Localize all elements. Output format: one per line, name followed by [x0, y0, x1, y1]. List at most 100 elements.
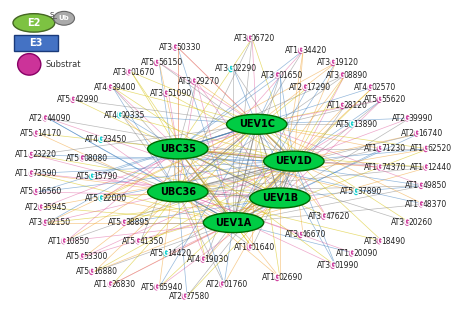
Ellipse shape — [71, 96, 75, 103]
Text: G: G — [153, 283, 160, 292]
Ellipse shape — [154, 284, 159, 290]
Text: 49850: 49850 — [423, 181, 447, 190]
Text: 22000: 22000 — [102, 193, 127, 202]
Text: 39990: 39990 — [409, 114, 433, 123]
Text: G: G — [339, 101, 345, 110]
Text: UEV1A: UEV1A — [215, 218, 252, 228]
Text: Substrat: Substrat — [45, 60, 81, 69]
Ellipse shape — [80, 155, 85, 162]
Text: 08890: 08890 — [344, 71, 368, 80]
Text: G: G — [274, 71, 280, 80]
Ellipse shape — [377, 238, 382, 244]
Ellipse shape — [33, 188, 38, 195]
Text: AT5: AT5 — [340, 187, 354, 196]
Text: G: G — [218, 280, 225, 289]
Ellipse shape — [349, 250, 354, 257]
Ellipse shape — [148, 182, 208, 202]
Text: 71230: 71230 — [381, 144, 405, 153]
Text: AT2: AT2 — [206, 280, 220, 289]
Text: 42990: 42990 — [75, 95, 99, 104]
Text: 23450: 23450 — [102, 135, 127, 144]
Ellipse shape — [377, 164, 382, 171]
Text: G: G — [339, 71, 345, 80]
Text: 38895: 38895 — [126, 218, 150, 227]
Text: AT1: AT1 — [405, 200, 419, 209]
Text: 51090: 51090 — [167, 89, 191, 98]
Ellipse shape — [107, 84, 113, 91]
Ellipse shape — [226, 114, 287, 134]
Text: AT4: AT4 — [104, 111, 118, 120]
Text: G: G — [302, 83, 308, 92]
Ellipse shape — [219, 281, 224, 287]
Text: AT3: AT3 — [29, 218, 43, 227]
Ellipse shape — [28, 170, 34, 177]
Text: G: G — [200, 255, 206, 264]
Text: G: G — [107, 280, 113, 289]
Text: AT1: AT1 — [234, 243, 248, 252]
Text: AT5: AT5 — [108, 218, 122, 227]
Ellipse shape — [250, 188, 310, 208]
Text: 65940: 65940 — [158, 283, 183, 292]
Text: AT1: AT1 — [405, 181, 419, 190]
Text: G: G — [42, 218, 48, 227]
Text: 34420: 34420 — [302, 46, 326, 55]
Text: AT4: AT4 — [94, 83, 108, 92]
Text: G: G — [191, 77, 197, 86]
Text: G: G — [28, 150, 34, 160]
Ellipse shape — [247, 35, 252, 42]
Ellipse shape — [340, 103, 345, 109]
Ellipse shape — [203, 213, 264, 232]
Text: G: G — [376, 163, 382, 172]
Text: G: G — [60, 237, 67, 246]
Ellipse shape — [264, 151, 324, 171]
Text: G: G — [88, 172, 95, 181]
Ellipse shape — [298, 47, 303, 54]
Text: 20090: 20090 — [353, 249, 377, 258]
Text: AT3: AT3 — [391, 218, 405, 227]
Text: AT1: AT1 — [410, 144, 424, 153]
Ellipse shape — [172, 44, 177, 51]
Ellipse shape — [368, 84, 373, 91]
Text: 01670: 01670 — [130, 68, 155, 77]
Ellipse shape — [126, 69, 131, 75]
Text: AT1: AT1 — [15, 150, 29, 160]
Text: 16740: 16740 — [418, 129, 442, 138]
Ellipse shape — [414, 130, 419, 137]
Text: 41350: 41350 — [140, 237, 164, 246]
Text: AT1: AT1 — [285, 46, 299, 55]
Text: G: G — [79, 252, 85, 261]
Text: 26830: 26830 — [112, 280, 136, 289]
Text: G: G — [163, 89, 169, 98]
Text: 17290: 17290 — [307, 83, 331, 92]
Text: G: G — [423, 163, 429, 172]
Text: AT2: AT2 — [391, 114, 405, 123]
Text: 74370: 74370 — [381, 163, 405, 172]
Text: 08080: 08080 — [84, 153, 108, 162]
Ellipse shape — [154, 60, 159, 66]
Text: G: G — [297, 230, 304, 239]
Text: G: G — [353, 187, 359, 196]
Text: G: G — [172, 43, 178, 52]
Text: G: G — [33, 129, 39, 138]
Text: AT5: AT5 — [363, 95, 378, 104]
Text: 35945: 35945 — [42, 203, 66, 212]
Text: G: G — [423, 144, 429, 153]
Text: AT2: AT2 — [290, 83, 304, 92]
Ellipse shape — [61, 238, 66, 244]
Text: AT4: AT4 — [187, 255, 201, 264]
Text: 47620: 47620 — [325, 212, 349, 221]
Text: AT1: AT1 — [326, 101, 340, 110]
Text: UBC35: UBC35 — [160, 144, 196, 154]
Ellipse shape — [191, 78, 196, 85]
Ellipse shape — [121, 219, 127, 226]
Text: 56150: 56150 — [158, 58, 182, 67]
Text: G: G — [246, 243, 252, 252]
Text: AT5: AT5 — [141, 58, 155, 67]
Text: AT5: AT5 — [57, 95, 71, 104]
Ellipse shape — [330, 262, 335, 269]
Text: 01990: 01990 — [334, 261, 359, 270]
Text: 37890: 37890 — [358, 187, 382, 196]
Text: G: G — [98, 193, 104, 202]
Text: 73590: 73590 — [33, 169, 57, 178]
Text: 16880: 16880 — [93, 267, 117, 276]
